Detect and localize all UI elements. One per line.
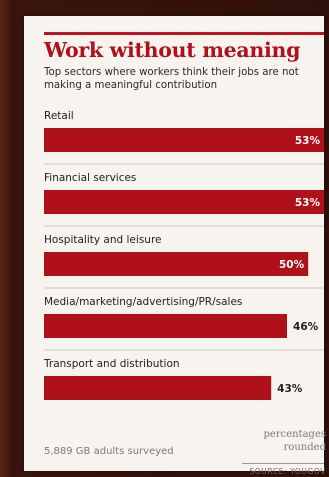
- infographic-card: Work without meaning Top sectors where w…: [24, 16, 327, 476]
- bar: [44, 128, 324, 152]
- chart-title: Work without meaning: [44, 38, 301, 62]
- value-label: 43%: [277, 383, 303, 395]
- bar-chart: Retail 53% Financial services 53% Hospitalit…: [43, 110, 324, 400]
- value-label: 50%: [279, 259, 305, 271]
- rounding-note: percentages rounded: [263, 429, 327, 453]
- category-label: Transport and distribution: [43, 358, 180, 370]
- top-rule: [44, 32, 324, 35]
- category-label: Financial services: [44, 172, 136, 184]
- bar: [44, 376, 272, 400]
- bar: [44, 252, 309, 276]
- category-label: Retail: [44, 110, 74, 122]
- source-rule: [242, 463, 324, 464]
- value-label: 53%: [295, 197, 321, 209]
- chart-subtitle: Top sectors where workers think their jo…: [44, 67, 299, 91]
- category-label: Hospitality and leisure: [44, 234, 161, 246]
- source-label: SOURCE: YOUGOV: [249, 467, 326, 476]
- survey-footnote: 5,889 GB adults surveyed: [44, 446, 174, 457]
- category-label: Media/marketing/advertising/PR/sales: [44, 296, 242, 308]
- bar: [44, 190, 324, 214]
- bar: [44, 314, 287, 338]
- value-label: 46%: [293, 321, 319, 333]
- value-label: 53%: [295, 135, 321, 147]
